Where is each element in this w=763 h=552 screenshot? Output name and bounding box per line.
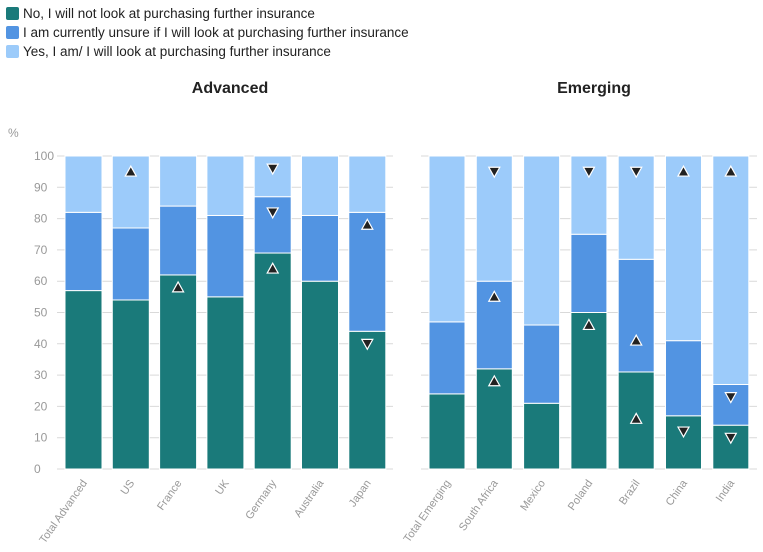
significance-down-icon [266,163,280,176]
y-tick-label: 60 [34,274,48,288]
y-tick-label: 50 [34,306,48,320]
x-tick-label: Germany [243,477,279,521]
legend-swatch-unsure [6,26,19,39]
y-tick-label: 100 [34,149,54,163]
y-tick-label: 10 [34,431,48,445]
x-tick-label: Total Advanced [37,478,90,546]
significance-up-icon [124,164,138,177]
bar-segment-yes [206,155,245,216]
bar-segment-no [206,296,245,470]
significance-up-icon [487,374,501,387]
significance-up-icon [360,218,374,230]
significance-up-icon [582,318,596,331]
significance-up-icon [487,290,501,302]
bar-segment-unsure [64,211,103,292]
y-tick-label: 80 [34,212,48,226]
bar-segment-yes [665,155,702,342]
bar-segment-unsure [111,227,150,301]
bar-segment-no [253,252,292,470]
significance-down-icon [360,338,374,351]
legend-item-no: No, I will not look at purchasing furthe… [6,4,409,23]
significance-up-icon [171,280,185,293]
y-tick-label: 30 [34,368,48,382]
bar-segment-unsure [665,340,702,417]
legend: No, I will not look at purchasing furthe… [6,4,409,61]
x-tick-label: Brazil [617,478,643,507]
bar-segment-no [348,330,387,470]
bar-segment-no [111,299,150,470]
x-tick-label: UK [213,477,232,497]
bar-segment-yes [301,155,339,216]
y-tick-label: 0 [34,462,41,476]
significance-down-icon [724,432,738,445]
markers [124,163,738,445]
bar-segment-unsure [348,211,387,332]
bar-segment-no [428,393,466,470]
legend-swatch-no [6,7,19,20]
bar-segment-yes [348,155,387,213]
x-tick-label: Mexico [518,478,548,513]
y-tick-label: 20 [34,399,48,413]
bar-segment-unsure [428,321,466,395]
bar-segment-unsure [206,214,245,298]
legend-swatch-yes [6,45,19,58]
bar-segment-no [64,290,103,470]
y-tick-label: 40 [34,337,48,351]
bars [64,155,750,470]
legend-item-unsure: I am currently unsure if I will look at … [6,23,409,42]
significance-down-icon [676,426,691,439]
panel-title-advanced: Advanced [192,80,268,97]
bar-segment-no [570,312,608,470]
legend-label-unsure: I am currently unsure if I will look at … [23,25,409,40]
bar-segment-yes [523,155,561,326]
bar-segment-unsure [301,214,339,282]
bar-segment-no [301,280,339,470]
significance-up-icon [724,164,738,177]
bar-segment-unsure [617,258,655,373]
bar-segment-yes [253,155,292,198]
x-tick-label: Japan [347,478,374,509]
significance-down-icon [629,166,643,179]
y-tick-label: 90 [34,180,48,194]
bar-segment-yes [712,155,750,385]
x-tick-label: Total Emerging [402,478,454,545]
significance-up-icon [629,412,643,424]
significance-down-icon [487,166,501,179]
significance-down-icon [582,166,596,179]
x-tick-label: Australia [292,477,327,520]
x-tick-label: India [714,477,738,504]
x-tick-label: Poland [566,478,595,513]
significance-down-icon [724,392,738,404]
bar-segment-unsure [523,324,561,404]
legend-item-yes: Yes, I am/ I will look at purchasing fur… [6,42,409,61]
x-tick-label: South Africa [457,477,501,533]
bar-segment-yes [159,155,198,207]
bar-segment-yes [428,155,466,323]
x-tick-label: China [664,477,691,508]
legend-label-no: No, I will not look at purchasing furthe… [23,6,315,21]
bar-segment-no [665,415,702,470]
x-tick-label: US [119,478,138,497]
legend-label-yes: Yes, I am/ I will look at purchasing fur… [23,44,331,59]
bar-segment-no [159,274,198,470]
bar-segment-no [523,402,561,470]
x-tick-label: France [155,478,184,513]
bar-segment-unsure [159,205,198,276]
significance-up-icon [629,333,643,346]
bar-segment-unsure [253,196,292,254]
bar-segment-yes [64,155,103,213]
bar-segment-unsure [570,233,608,313]
panel-title-emerging: Emerging [557,80,631,97]
bar-segment-no [712,424,750,470]
significance-up-icon [676,164,691,177]
significance-up-icon [266,261,280,274]
bar-segment-unsure [712,383,750,426]
y-axis-unit-label: % [8,126,19,140]
significance-down-icon [266,207,280,220]
y-tick-label: 70 [34,243,48,257]
